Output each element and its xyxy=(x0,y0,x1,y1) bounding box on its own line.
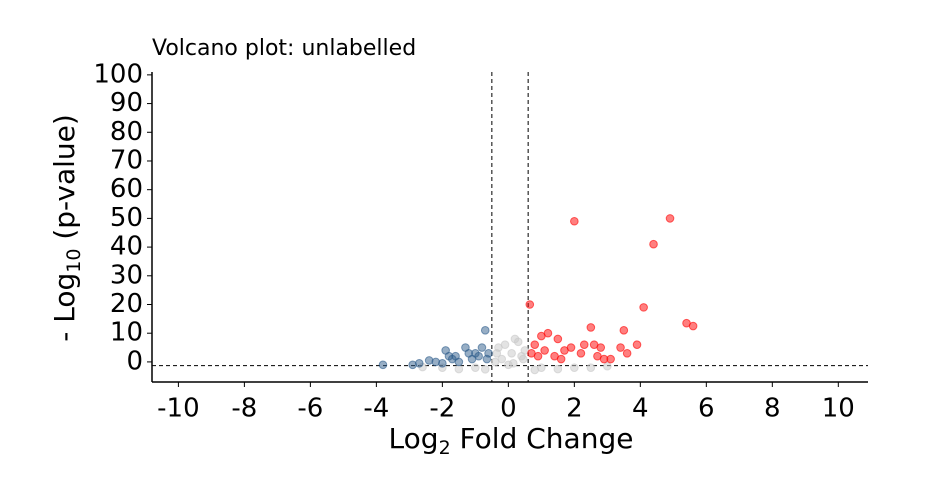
x-label-text: Fold Change xyxy=(451,422,634,455)
point xyxy=(492,348,502,358)
point xyxy=(593,351,602,361)
y-tick-label: 100 xyxy=(93,59,143,89)
point xyxy=(586,323,596,332)
x-axis-label: Log2 Fold Change xyxy=(389,422,634,459)
point xyxy=(665,214,675,223)
point xyxy=(603,361,612,371)
x-tick-label: 2 xyxy=(566,394,583,424)
x-tick-label: 0 xyxy=(500,394,517,424)
y-tick-label: 90 xyxy=(110,88,143,118)
point xyxy=(454,364,464,374)
point xyxy=(616,343,625,352)
point xyxy=(576,348,586,358)
y-label-text: - Log xyxy=(48,273,81,342)
y-label-subscript: 10 xyxy=(63,249,85,273)
point xyxy=(570,363,579,372)
point xyxy=(570,216,579,226)
y-tick-label: 20 xyxy=(110,289,143,319)
point xyxy=(537,331,546,341)
point xyxy=(444,351,454,361)
chart-title: Volcano plot: unlabelled xyxy=(152,36,416,61)
point xyxy=(424,356,434,365)
point xyxy=(579,340,589,349)
x-tick-label: -10 xyxy=(157,394,199,424)
point xyxy=(490,357,500,367)
point xyxy=(530,340,540,349)
y-tick-label: 30 xyxy=(110,260,143,290)
point xyxy=(477,343,487,352)
point xyxy=(525,300,535,309)
point xyxy=(471,363,480,372)
point xyxy=(566,343,576,352)
point xyxy=(639,303,648,312)
point xyxy=(480,326,490,335)
point xyxy=(508,359,518,368)
point xyxy=(632,340,642,349)
point xyxy=(622,348,632,358)
y-label-text: (p-value) xyxy=(48,114,81,248)
x-tick-label: 4 xyxy=(632,394,649,424)
y-tick-label: 0 xyxy=(126,346,143,376)
y-axis-label: - Log10 (p-value) xyxy=(48,114,85,342)
x-label-text: Log xyxy=(389,422,439,455)
x-tick-label: -4 xyxy=(363,394,389,424)
x-tick-label: 10 xyxy=(822,394,855,424)
point xyxy=(553,334,563,344)
x-tick-label: -6 xyxy=(297,394,323,424)
point xyxy=(378,360,388,370)
x-tick-label: -2 xyxy=(429,394,455,424)
point xyxy=(482,354,492,364)
point xyxy=(518,354,528,364)
y-tick-label: 80 xyxy=(110,117,143,147)
y-tick-label: 40 xyxy=(110,232,143,262)
x-tick-label: 6 xyxy=(698,394,715,424)
point xyxy=(480,365,490,374)
point xyxy=(619,326,629,335)
point xyxy=(540,346,549,355)
point xyxy=(438,359,447,368)
point xyxy=(507,348,516,358)
y-tick-label: 70 xyxy=(110,145,143,175)
x-tick-label: -8 xyxy=(231,394,257,424)
point xyxy=(527,348,536,358)
y-tick-label: 50 xyxy=(110,203,143,233)
point xyxy=(553,364,563,374)
point xyxy=(530,365,540,375)
point xyxy=(414,359,424,368)
point xyxy=(589,340,599,349)
point xyxy=(510,334,520,344)
point xyxy=(649,239,658,249)
x-label-subscript: 2 xyxy=(439,437,451,459)
x-tick-label: 8 xyxy=(764,394,781,424)
point xyxy=(500,340,510,349)
point xyxy=(586,363,596,372)
y-tick-label: 60 xyxy=(110,174,143,204)
point xyxy=(556,354,566,364)
point xyxy=(688,321,698,331)
y-tick-label: 10 xyxy=(110,318,143,348)
point xyxy=(464,348,474,358)
